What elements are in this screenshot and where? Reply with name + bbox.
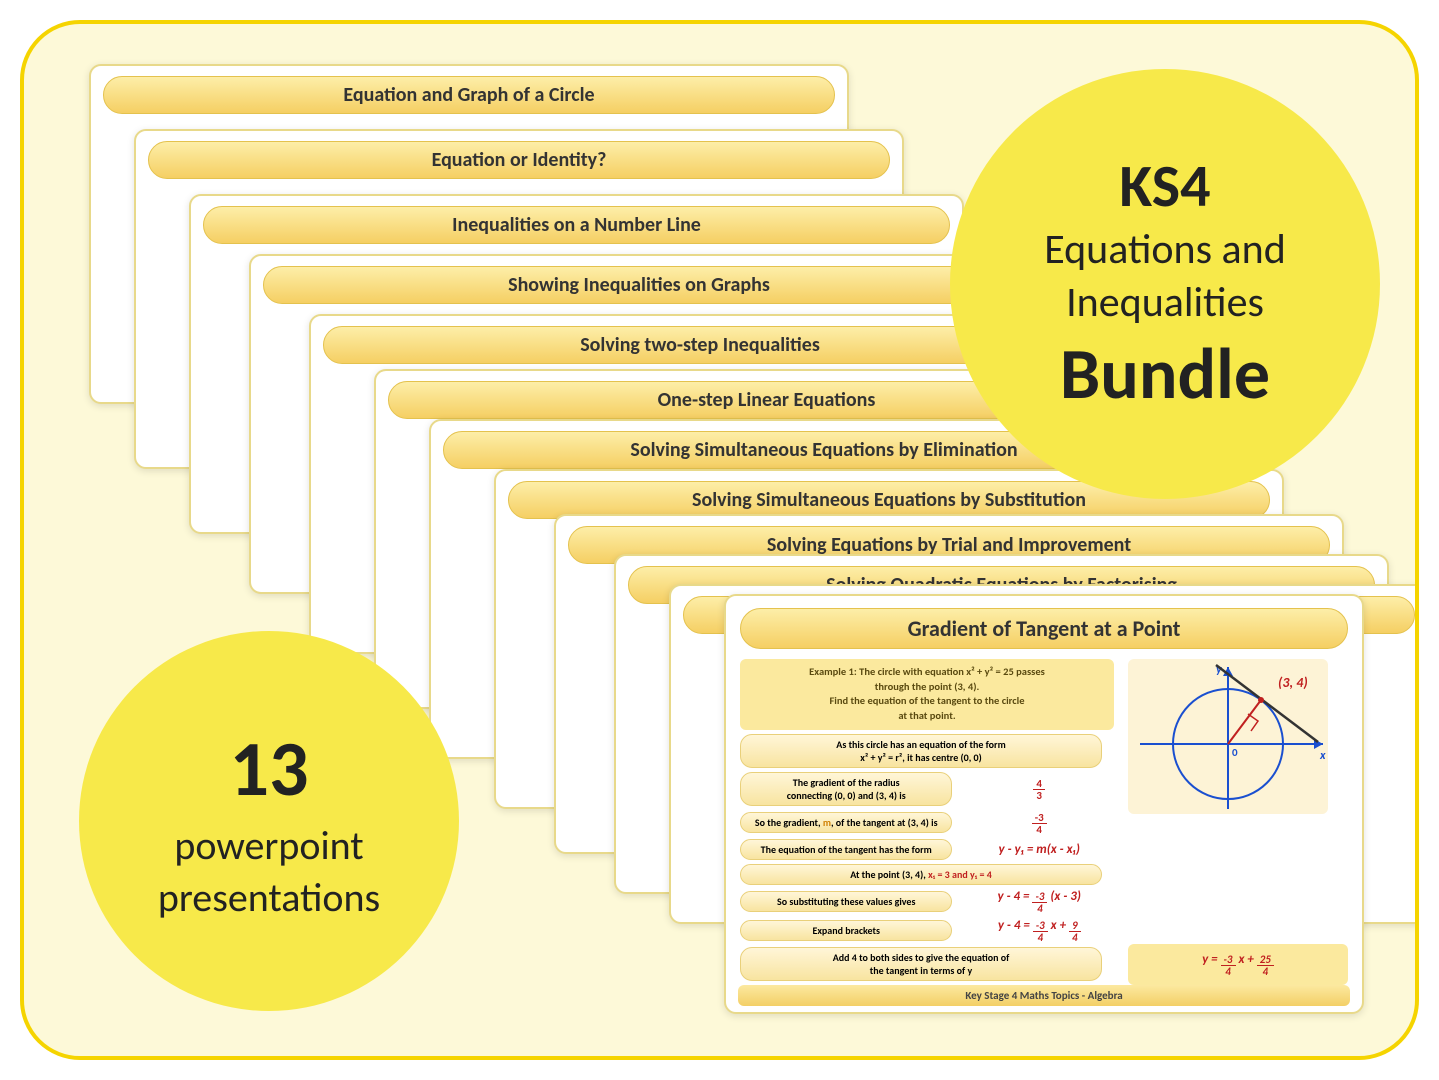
slide-title: Equation and Graph of a Circle	[103, 76, 835, 114]
outer-frame: Equation and Graph of a Circle Equation o…	[20, 20, 1419, 1060]
svg-text:(3, 4): (3, 4)	[1278, 674, 1308, 691]
step-row: As this circle has an equation of the fo…	[740, 734, 1114, 768]
step-row: Expand bracketsy - 4 = -34 x + 94	[740, 918, 1114, 943]
final-equation: y = -34 x + 254	[1128, 944, 1348, 985]
step-row: The equation of the tangent has the form…	[740, 839, 1114, 860]
slide-title: Showing Inequalities on Graphs	[263, 266, 1015, 304]
svg-text:0: 0	[1232, 746, 1238, 759]
badge-bottom: 13 powerpoint presentations	[79, 631, 459, 1011]
front-steps: Example 1: The circle with equation x² +…	[740, 659, 1114, 985]
slide-footer: Key Stage 4 Maths Topics - Algebra	[738, 985, 1350, 1006]
slide-title: Inequalities on a Number Line	[203, 206, 950, 244]
front-right-col: x y 0 (3, 4) y = -34 x + 254	[1128, 659, 1348, 985]
svg-text:x: x	[1319, 749, 1326, 763]
slide-gradient-tangent: Gradient of Tangent at a Point Example 1…	[724, 594, 1364, 1014]
step-row: At the point (3, 4), x₁ = 3 and y₁ = 4	[740, 864, 1114, 885]
slide-title: Equation or Identity?	[148, 141, 890, 179]
step-row: So the gradient, m, of the tangent at (3…	[740, 810, 1114, 835]
badge-top: KS4 Equations and Inequalities Bundle	[950, 69, 1380, 499]
step-row: Add 4 to both sides to give the equation…	[740, 947, 1114, 981]
example-text: Example 1: The circle with equation x² +…	[740, 659, 1114, 730]
circle-graph: x y 0 (3, 4)	[1128, 659, 1328, 814]
slide-title: Gradient of Tangent at a Point	[740, 608, 1348, 649]
step-row: The gradient of the radius connecting (0…	[740, 772, 1114, 806]
step-row: So substituting these values givesy - 4 …	[740, 889, 1114, 914]
